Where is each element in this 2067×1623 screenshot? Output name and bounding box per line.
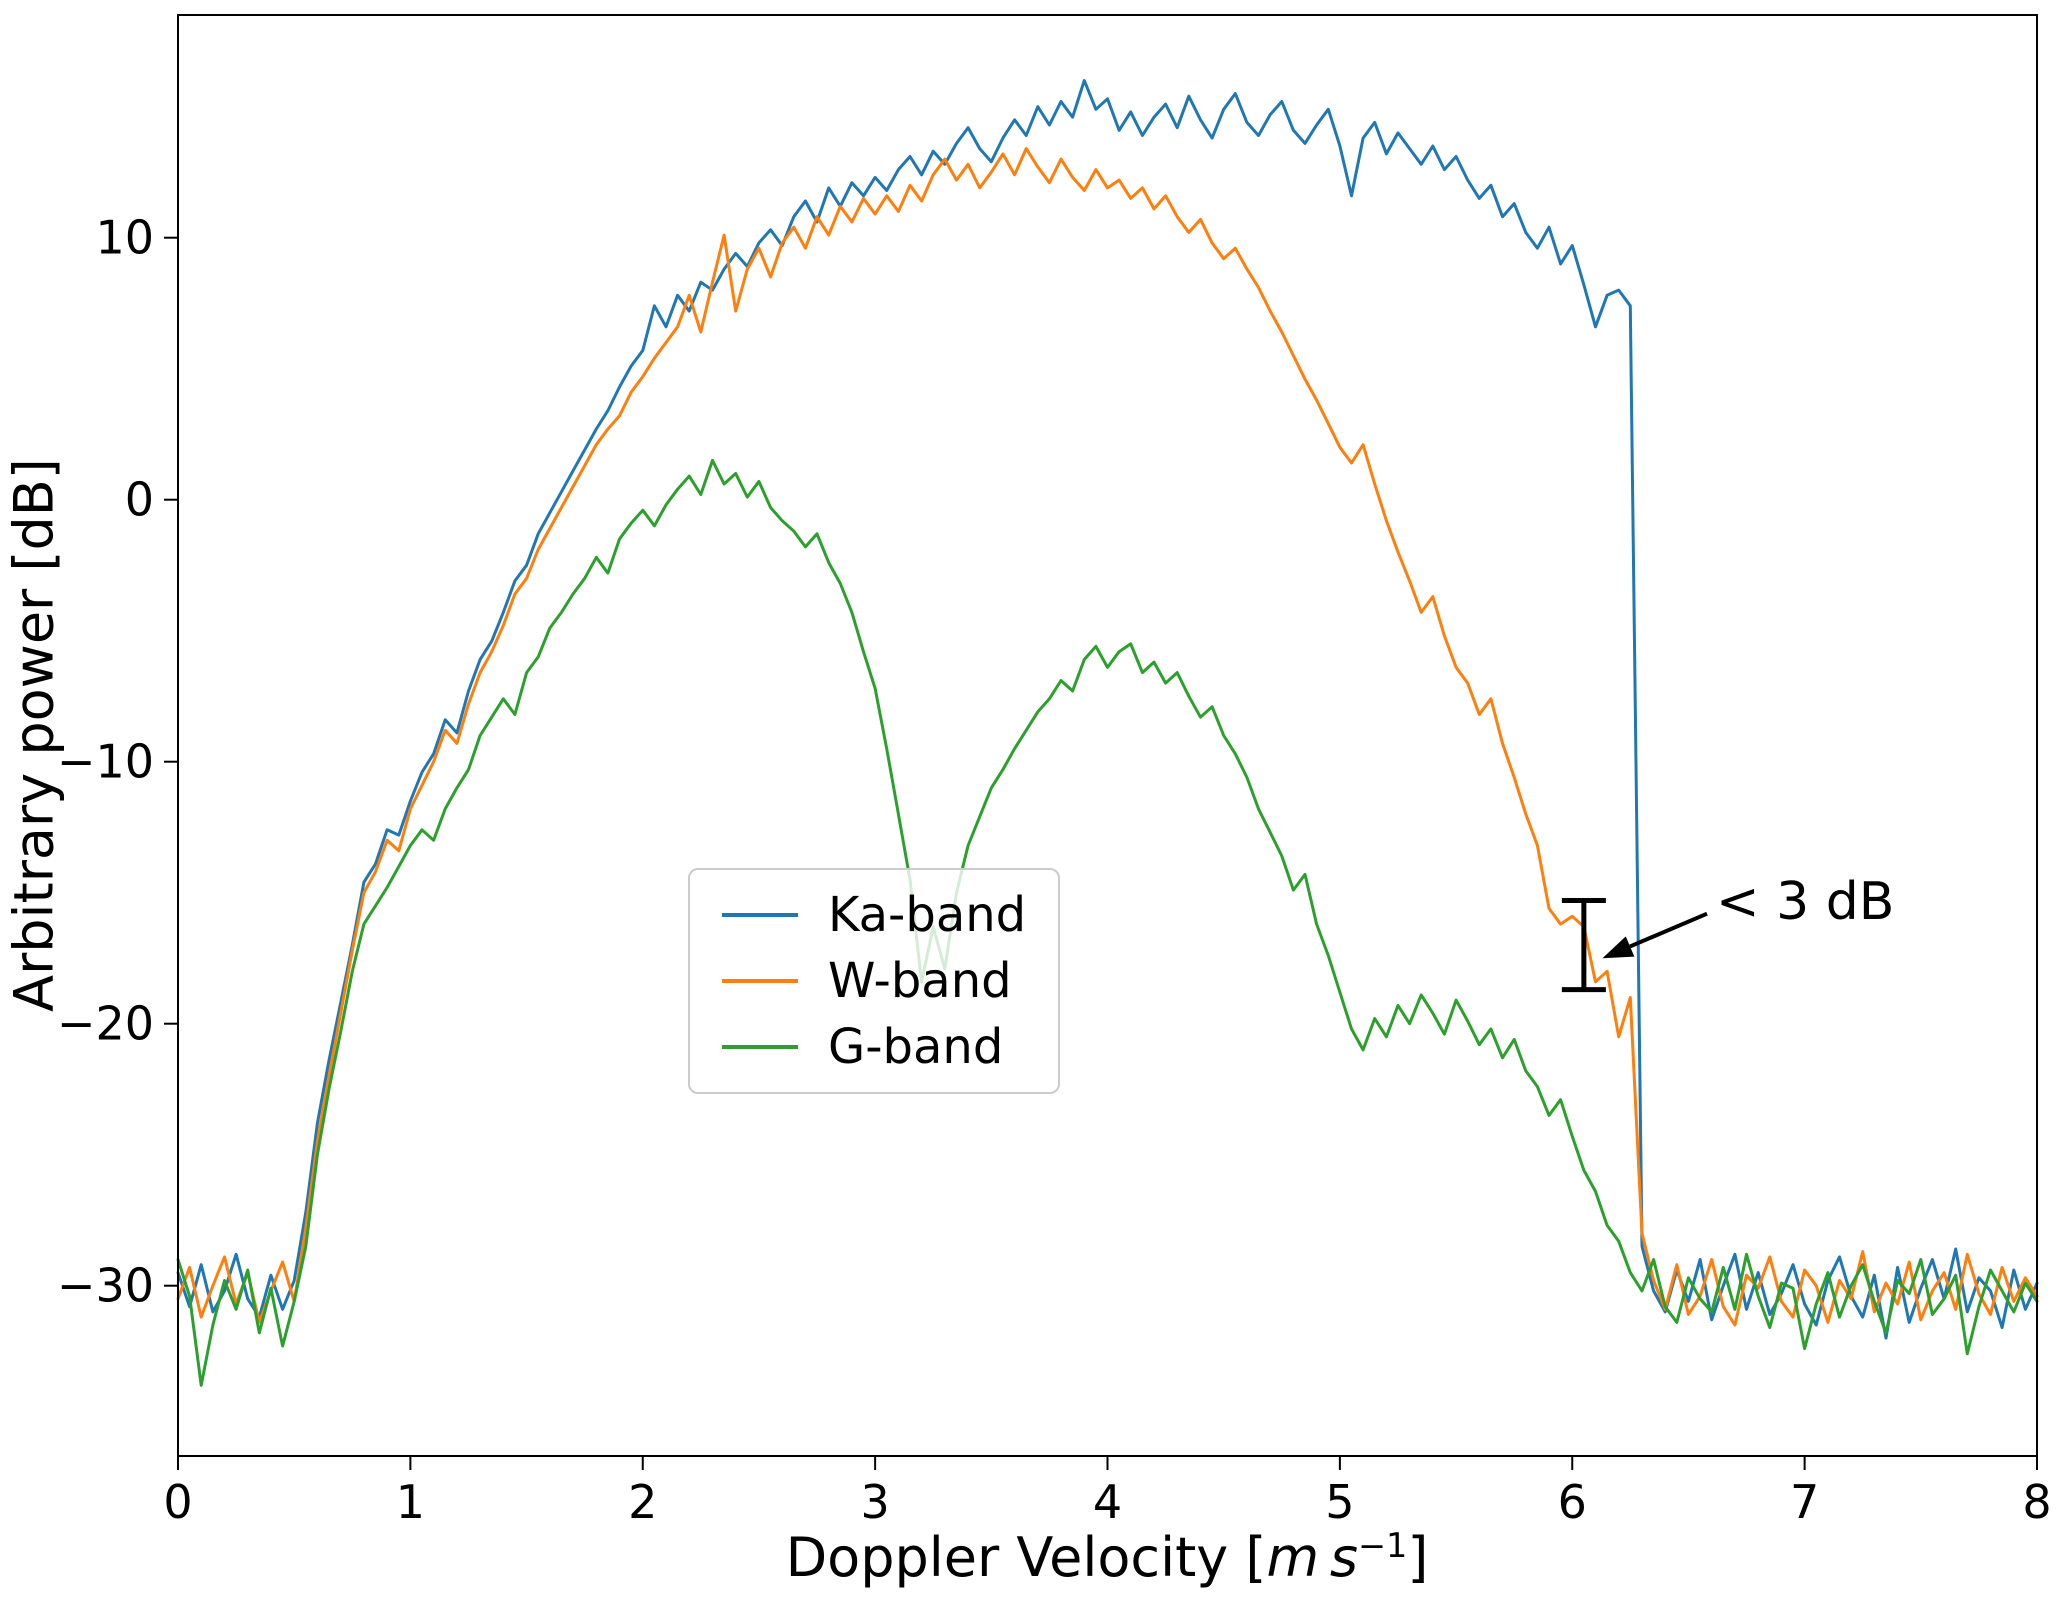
annotation-arrow-shaft — [1629, 911, 1708, 949]
legend-item-label: W-band — [828, 953, 1012, 1009]
legend-line-sample — [722, 1045, 798, 1049]
legend-item-ka-band: Ka-band — [722, 882, 1026, 948]
x-axis-label-superscript: −1 — [1357, 1526, 1408, 1565]
x-tick-label: 0 — [163, 1475, 192, 1529]
legend-item-label: G-band — [828, 1019, 1004, 1075]
x-axis-label: Doppler Velocity [m s−1] — [786, 1526, 1429, 1589]
x-tick-label: 5 — [1325, 1475, 1354, 1529]
x-axis-label-prefix: Doppler Velocity [ — [785, 1526, 1267, 1589]
legend: Ka-band W-band G-band — [688, 868, 1061, 1094]
series-line-g-band — [176, 458, 2039, 1387]
x-tick-label: 6 — [1558, 1475, 1587, 1529]
x-axis-label-suffix: ] — [1407, 1526, 1429, 1589]
x-tick-label: 7 — [1790, 1475, 1819, 1529]
series-line-ka-band — [176, 79, 2039, 1340]
annotation-arrow-head — [1602, 936, 1635, 959]
legend-line-sample — [722, 913, 798, 917]
y-tick-label: −30 — [57, 1259, 154, 1313]
plot-border — [177, 14, 2038, 1457]
y-axis-label: Arbitrary power [dB] — [2, 458, 66, 1012]
x-tick-label: 2 — [628, 1475, 657, 1529]
x-tick-label: 3 — [860, 1475, 889, 1529]
x-tick-label: 4 — [1093, 1475, 1122, 1529]
legend-item-w-band: W-band — [722, 948, 1026, 1014]
y-tick-label: −10 — [57, 735, 154, 789]
legend-item-g-band: G-band — [722, 1014, 1026, 1080]
x-tick-label: 8 — [2022, 1475, 2051, 1529]
x-axis-label-math: m s — [1266, 1526, 1358, 1589]
y-tick-label: 0 — [125, 473, 154, 527]
x-tick-label: 1 — [396, 1475, 425, 1529]
legend-line-sample — [722, 979, 798, 983]
y-tick-label: −20 — [57, 997, 154, 1051]
legend-item-label: Ka-band — [828, 887, 1027, 943]
series-line-w-band — [176, 147, 2039, 1327]
annotation-text: < 3 dB — [1716, 872, 1895, 932]
y-tick-label: 10 — [95, 211, 154, 265]
